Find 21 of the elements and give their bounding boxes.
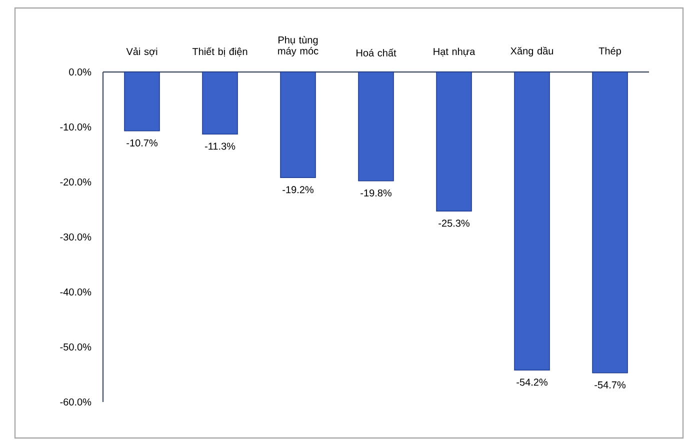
data-label: -54.2% (516, 378, 548, 386)
x-tick-label: Thép (598, 47, 621, 56)
data-label: -11.3% (204, 142, 236, 150)
data-label: -25.3% (438, 220, 470, 227)
y-tick-label: 0.0% (69, 68, 92, 76)
x-tick-label: Hạt nhựa (434, 48, 476, 56)
y-tick-label: -60.0% (60, 398, 92, 406)
data-label: -10.7% (126, 139, 158, 146)
x-tick-label: Phụ tùng máy móc (278, 36, 318, 56)
y-tick-label: -40.0% (60, 288, 92, 296)
y-tick-label: -50.0% (60, 343, 92, 351)
data-label: -19.2% (282, 186, 314, 194)
y-tick-label: -30.0% (60, 233, 92, 241)
x-tick-label: Xăng dầu (510, 46, 554, 56)
x-tick-label: Thiết bị điện (192, 47, 248, 56)
data-label: -19.8% (360, 189, 392, 197)
y-tick-label: -20.0% (60, 178, 92, 186)
x-tick-label: Hoá chất (356, 48, 396, 56)
data-label: -54.7% (594, 381, 626, 388)
x-tick-label: Vải sợi (126, 47, 158, 56)
y-tick-label: -10.0% (60, 123, 92, 131)
